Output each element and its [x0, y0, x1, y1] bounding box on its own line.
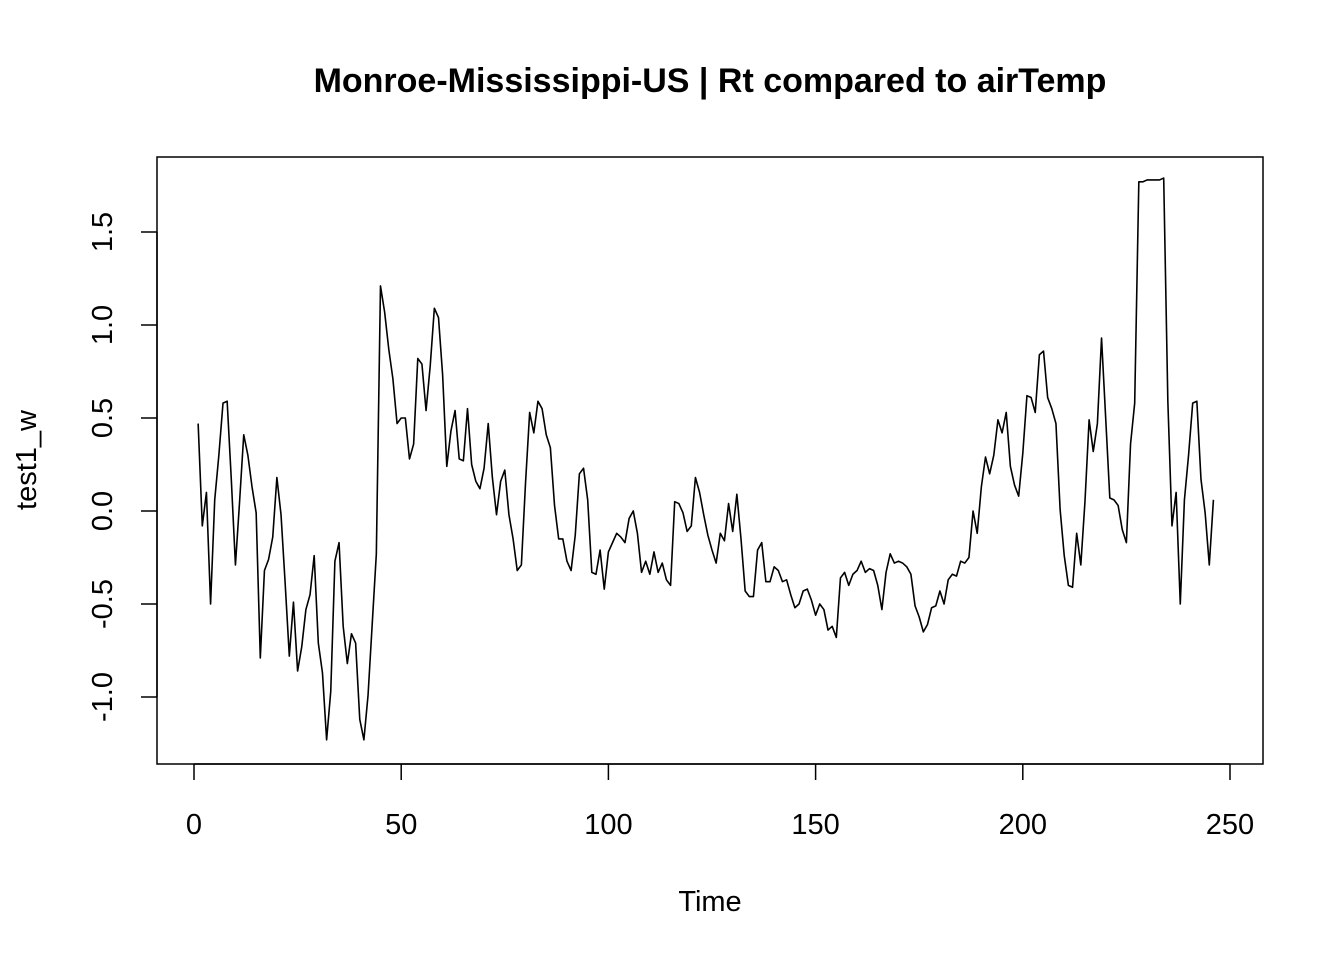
- y-tick-label: -1.0: [87, 672, 119, 722]
- y-axis-label: test1_w: [11, 409, 43, 510]
- y-axis: -1.0 -0.5 0.0 0.5 1.0 1.5: [87, 212, 158, 722]
- x-tick-label: 150: [791, 809, 839, 841]
- x-tick-label: 100: [584, 809, 632, 841]
- x-tick-label: 0: [186, 809, 202, 841]
- x-tick-label: 50: [385, 809, 417, 841]
- y-tick-label: -0.5: [87, 579, 119, 629]
- y-tick-label: 0.5: [87, 398, 119, 438]
- y-tick-label: 1.5: [87, 212, 119, 252]
- x-axis-label: Time: [678, 886, 741, 918]
- series-line: [197, 177, 1215, 741]
- x-tick-label: 200: [999, 809, 1047, 841]
- y-tick-label: 0.0: [87, 491, 119, 531]
- y-tick-label: 1.0: [87, 305, 119, 345]
- chart-title: Monroe-Mississippi-US | Rt compared to a…: [314, 62, 1107, 100]
- x-tick-label: 250: [1206, 809, 1254, 841]
- x-axis: 0 50 100 150 200 250: [186, 763, 1254, 841]
